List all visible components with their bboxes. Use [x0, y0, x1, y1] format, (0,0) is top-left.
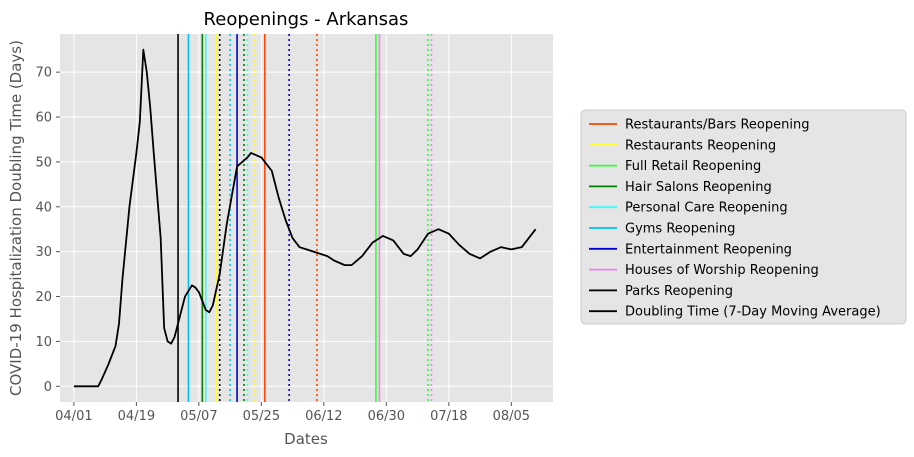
y-tick-label: 30: [35, 245, 52, 260]
legend-label: Full Retail Reopening: [625, 159, 761, 174]
x-axis-label: Dates: [284, 430, 328, 448]
y-tick-label: 50: [35, 155, 52, 170]
y-tick-label: 60: [35, 111, 52, 126]
y-tick-label: 20: [35, 290, 52, 305]
legend-label: Personal Care Reopening: [625, 201, 788, 216]
legend: Restaurants/Bars Reopening Restaurants Re…: [580, 109, 907, 325]
legend-label: Restaurants Reopening: [625, 138, 776, 153]
legend-label: Gyms Reopening: [625, 222, 735, 237]
series-group: [73, 48, 537, 388]
x-tick-label: 04/01: [55, 409, 92, 424]
x-tick-label: 04/19: [118, 409, 155, 424]
legend-label: Entertainment Reopening: [625, 242, 792, 257]
x-tick-label: 08/05: [493, 409, 530, 424]
legend-box: [580, 109, 907, 325]
legend-label: Restaurants/Bars Reopening: [625, 118, 809, 133]
y-axis-ticks: 0 10 20 30 40 50 60 70: [35, 66, 60, 395]
x-tick-label: 07/18: [430, 409, 467, 424]
x-axis-ticks: 04/01 04/19 05/07 05/25 06/12 06/30 07/18 08/05: [55, 402, 530, 424]
x-tick-label: 06/12: [305, 409, 342, 424]
x-tick-label: 05/07: [180, 409, 217, 424]
legend-label: Hair Salons Reopening: [625, 180, 772, 195]
series-line: [73, 48, 537, 388]
y-tick-label: 10: [35, 335, 52, 350]
x-tick-label: 05/25: [243, 409, 280, 424]
x-tick-label: 06/30: [368, 409, 405, 424]
legend-label: Parks Reopening: [625, 284, 733, 299]
legend-label: Houses of Worship Reopening: [625, 263, 819, 278]
chart-title: Reopenings - Arkansas: [204, 9, 409, 30]
legend-label: Doubling Time (7-Day Moving Average): [625, 305, 881, 320]
reopening-lines: [177, 34, 433, 402]
grid: [60, 34, 553, 402]
y-axis-label: COVID-19 Hospitalization Doubling Time (…: [7, 40, 25, 396]
y-tick-label: 0: [44, 380, 52, 395]
plot-area: [60, 34, 553, 402]
y-tick-label: 40: [35, 200, 52, 215]
y-tick-label: 70: [35, 66, 52, 81]
